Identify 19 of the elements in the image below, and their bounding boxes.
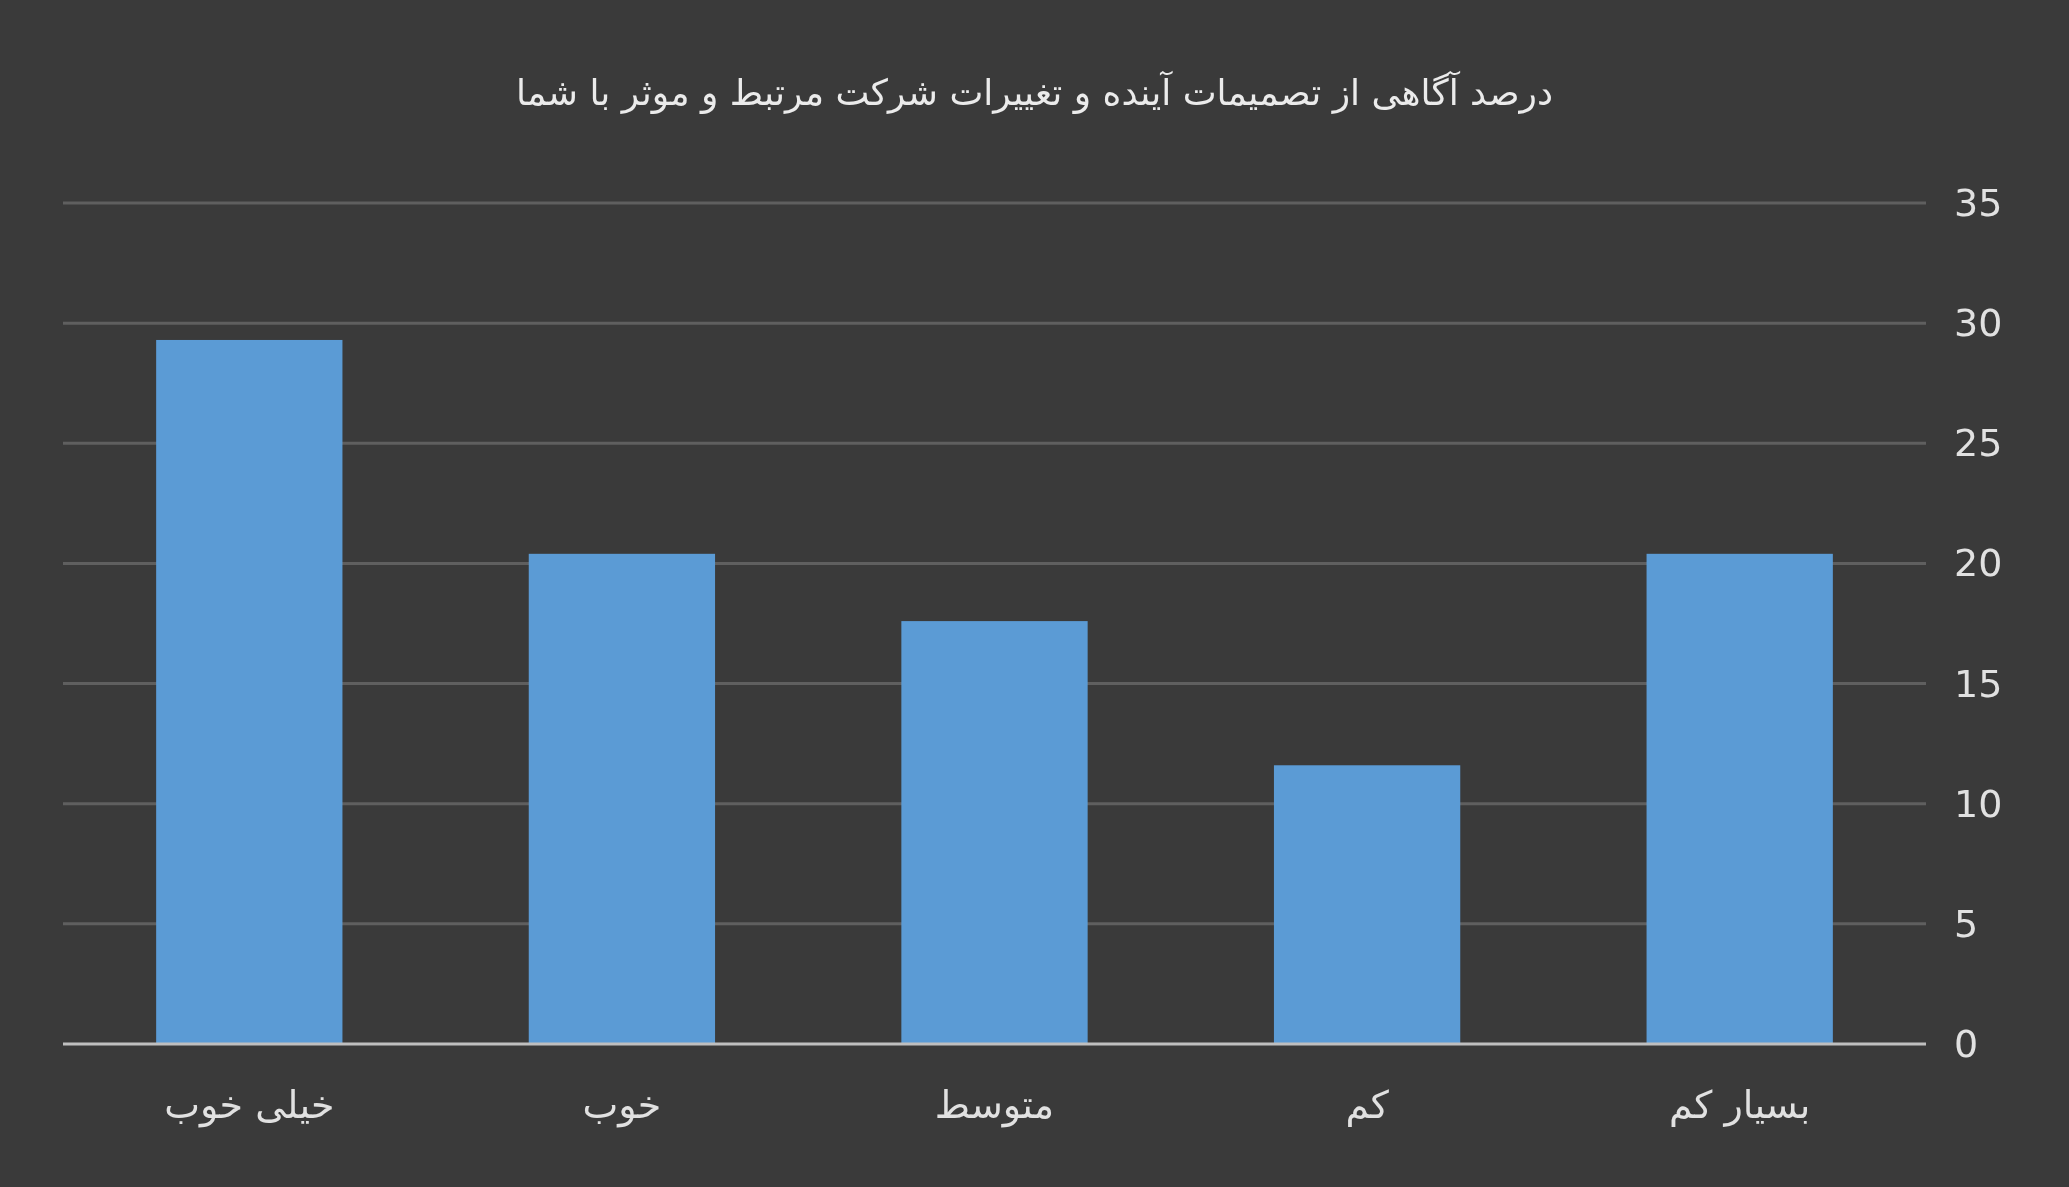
bar bbox=[528, 553, 716, 1044]
bar bbox=[1273, 765, 1461, 1044]
y-tick-label: 5 bbox=[1954, 901, 1979, 946]
y-tick-label: 0 bbox=[1954, 1022, 1979, 1066]
x-tick-label: خوب bbox=[582, 1083, 662, 1128]
x-tick-label: خیلی خوب bbox=[164, 1083, 335, 1128]
y-tick-label: 20 bbox=[1954, 541, 2003, 586]
y-tick-label: 35 bbox=[1954, 181, 2003, 225]
y-tick-label: 30 bbox=[1954, 301, 2003, 346]
y-tick-label: 10 bbox=[1954, 781, 2003, 826]
x-tick-label: متوسط bbox=[934, 1083, 1055, 1128]
bar bbox=[1646, 553, 1833, 1044]
bar bbox=[901, 621, 1088, 1044]
x-tick-label: کم bbox=[1345, 1083, 1390, 1127]
x-tick-label: بسیار کم bbox=[1669, 1083, 1811, 1127]
y-tick-label: 15 bbox=[1954, 661, 2003, 706]
y-tick-label: 25 bbox=[1954, 421, 2003, 466]
chart-title: درصد آگاهی از تصمیمات آینده و تغییرات شرکت مرتبط و موثر با شما bbox=[516, 70, 1553, 114]
bar bbox=[156, 339, 343, 1044]
